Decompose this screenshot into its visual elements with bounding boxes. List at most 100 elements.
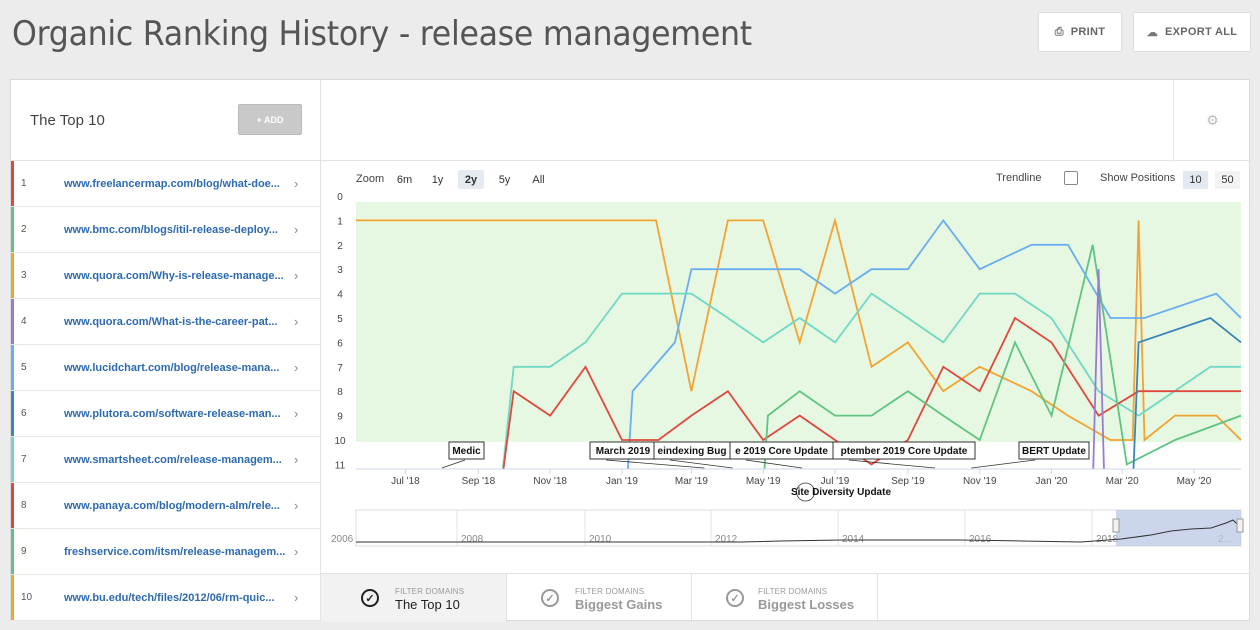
gear-icon[interactable]: ⚙ bbox=[1173, 80, 1251, 161]
x-tick-label: Jan '19 bbox=[606, 476, 638, 487]
rank-number: 5 bbox=[21, 362, 27, 373]
domain-link[interactable]: www.bmc.com/blogs/itil-release-deploy... bbox=[64, 223, 278, 236]
domain-link[interactable]: www.freelancermap.com/blog/what-doe... bbox=[64, 177, 280, 190]
navigator-year-label: 2016 bbox=[969, 534, 992, 545]
zoom-2y-button[interactable]: 2y bbox=[458, 170, 484, 189]
domain-link[interactable]: www.plutora.com/software-release-man... bbox=[64, 407, 281, 420]
rank-number: 10 bbox=[21, 592, 33, 603]
list-item[interactable]: 7 www.smartsheet.com/release-managem... › bbox=[11, 437, 320, 483]
rank-number: 3 bbox=[21, 270, 27, 281]
domain-link[interactable]: freshservice.com/itsm/release-managem... bbox=[64, 545, 286, 558]
annotation-label: Medic bbox=[452, 446, 481, 457]
annotation-flag bbox=[832, 441, 976, 460]
rank-number: 9 bbox=[21, 546, 27, 557]
series-color-bar bbox=[11, 299, 14, 344]
annotation-connector bbox=[605, 459, 705, 469]
domain-link[interactable]: www.quora.com/Why-is-release-manage... bbox=[64, 269, 284, 282]
list-item[interactable]: 3 www.quora.com/Why-is-release-manage... › bbox=[11, 253, 320, 299]
check-circle-icon: ✓ bbox=[541, 589, 559, 607]
left-panel-title: The Top 10 bbox=[30, 112, 105, 129]
y-tick-label: 9 bbox=[337, 412, 343, 423]
list-item[interactable]: 9 freshservice.com/itsm/release-managem..… bbox=[11, 529, 320, 575]
domain-link[interactable]: www.panaya.com/blog/modern-alm/rele... bbox=[64, 499, 280, 512]
y-tick-label: 4 bbox=[337, 290, 343, 301]
chevron-right-icon[interactable]: › bbox=[294, 590, 299, 605]
annotation-connector bbox=[669, 459, 733, 469]
y-tick-label: 0 bbox=[337, 192, 343, 203]
series-color-bar bbox=[11, 253, 14, 298]
rank-number: 4 bbox=[21, 316, 27, 327]
list-item[interactable]: 5 www.lucidchart.com/blog/release-mana...… bbox=[11, 345, 320, 391]
filter-small-label: FILTER DOMAINS bbox=[575, 587, 645, 596]
add-button[interactable]: + ADD bbox=[238, 104, 302, 135]
x-tick-label: Sep '19 bbox=[891, 476, 925, 487]
list-item[interactable]: 8 www.panaya.com/blog/modern-alm/rele... › bbox=[11, 483, 320, 529]
zoom-5y-button[interactable]: 5y bbox=[498, 173, 511, 186]
navigator-handle-right bbox=[1236, 518, 1244, 533]
annotation-label: March 2019 bbox=[596, 446, 651, 457]
series-color-bar bbox=[11, 161, 14, 206]
filter-top10-tab[interactable]: ✓ FILTER DOMAINS The Top 10 bbox=[321, 574, 507, 622]
trendline-label: Trendline bbox=[996, 172, 1042, 184]
filter-big-label: Biggest Losses bbox=[758, 597, 855, 612]
y-tick-label: 8 bbox=[337, 387, 343, 398]
navigator-year-label: 2006 bbox=[331, 534, 354, 545]
x-tick-label: Mar '19 bbox=[675, 476, 708, 487]
rank-number: 6 bbox=[21, 408, 27, 419]
list-item[interactable]: 1 www.freelancermap.com/blog/what-doe... › bbox=[11, 161, 320, 207]
domain-link[interactable]: www.bu.edu/tech/files/2012/06/rm-quic... bbox=[64, 591, 275, 604]
navigator-year-label: 2008 bbox=[461, 534, 484, 545]
list-item[interactable]: 2 www.bmc.com/blogs/itil-release-deploy..… bbox=[11, 207, 320, 253]
zoom-all-button[interactable]: All bbox=[532, 173, 545, 186]
positions-10-button[interactable]: 10 bbox=[1183, 171, 1208, 189]
filter-losses-tab[interactable]: ✓ FILTER DOMAINS Biggest Losses bbox=[692, 574, 878, 622]
annotation-connector bbox=[745, 459, 803, 469]
domain-link[interactable]: www.quora.com/What-is-the-career-pat... bbox=[64, 315, 278, 328]
chevron-right-icon[interactable]: › bbox=[294, 544, 299, 559]
navigator-year-label: 2014 bbox=[842, 534, 865, 545]
domain-link[interactable]: www.smartsheet.com/release-managem... bbox=[64, 453, 282, 466]
export-all-button[interactable]: ☁ EXPORT ALL bbox=[1133, 12, 1251, 52]
chevron-right-icon[interactable]: › bbox=[294, 176, 299, 191]
y-tick-label: 3 bbox=[337, 265, 343, 276]
chevron-right-icon[interactable]: › bbox=[294, 268, 299, 283]
x-tick-label: Jan '20 bbox=[1036, 476, 1068, 487]
left-panel-header: The Top 10 + ADD bbox=[11, 80, 321, 161]
x-tick-label: Nov '18 bbox=[533, 476, 567, 487]
export-label: EXPORT ALL bbox=[1165, 26, 1238, 38]
chevron-right-icon[interactable]: › bbox=[294, 314, 299, 329]
chevron-right-icon[interactable]: › bbox=[294, 222, 299, 237]
list-item[interactable]: 6 www.plutora.com/software-release-man...… bbox=[11, 391, 320, 437]
navigator-series bbox=[356, 519, 1240, 543]
list-item[interactable]: 4 www.quora.com/What-is-the-career-pat...… bbox=[11, 299, 320, 345]
cloud-download-icon: ☁ bbox=[1146, 26, 1159, 39]
series-color-bar bbox=[11, 391, 14, 436]
positions-50-button[interactable]: 50 bbox=[1215, 171, 1240, 189]
chevron-right-icon[interactable]: › bbox=[294, 406, 299, 421]
trendline-checkbox[interactable] bbox=[1064, 171, 1078, 185]
series-line-7 bbox=[1132, 316, 1242, 469]
chart-area: Zoom 6m 1y 2y 5y All Trendline Show Posi… bbox=[321, 161, 1251, 573]
zoom-1y-button[interactable]: 1y bbox=[431, 173, 444, 186]
annotation-circle bbox=[796, 482, 815, 502]
series-line-3 bbox=[501, 292, 1241, 469]
print-label: PRINT bbox=[1070, 26, 1106, 38]
y-tick-label: 7 bbox=[337, 363, 343, 374]
filter-gains-tab[interactable]: ✓ FILTER DOMAINS Biggest Gains bbox=[507, 574, 692, 622]
rank-number: 1 bbox=[21, 178, 27, 189]
x-tick-label: Nov '19 bbox=[963, 476, 997, 487]
navigator-year-label: 2010 bbox=[589, 534, 612, 545]
x-tick-label: Jul '19 bbox=[821, 476, 850, 487]
chevron-right-icon[interactable]: › bbox=[294, 360, 299, 375]
chevron-right-icon[interactable]: › bbox=[294, 452, 299, 467]
zoom-6m-button[interactable]: 6m bbox=[396, 173, 413, 186]
print-button[interactable]: ⎙ PRINT bbox=[1038, 12, 1122, 52]
page-title: Organic Ranking History - release manage… bbox=[12, 14, 752, 54]
chevron-right-icon[interactable]: › bbox=[294, 498, 299, 513]
rank-number: 7 bbox=[21, 454, 27, 465]
domain-link[interactable]: www.lucidchart.com/blog/release-mana... bbox=[64, 361, 280, 374]
list-item[interactable]: 10 www.bu.edu/tech/files/2012/06/rm-quic.… bbox=[11, 575, 320, 621]
series-color-bar bbox=[11, 437, 14, 482]
annotation-connector bbox=[848, 459, 936, 469]
y-tick-label: 10 bbox=[334, 436, 346, 447]
